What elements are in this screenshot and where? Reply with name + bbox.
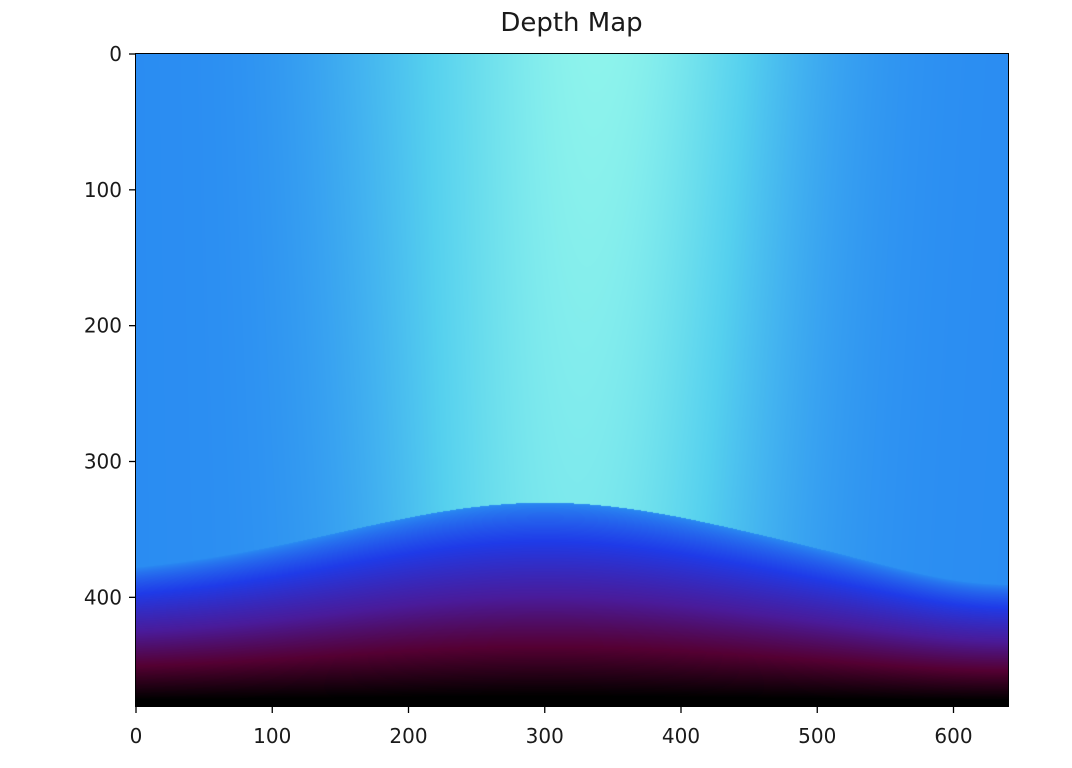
x-tick-label: 0 (130, 724, 143, 748)
y-tick-label: 400 (84, 585, 122, 609)
plot-area (136, 54, 1008, 706)
x-tick-label: 200 (389, 724, 427, 748)
y-tick-label: 0 (109, 42, 122, 66)
y-tick-label: 200 (84, 314, 122, 338)
x-tick-label: 600 (934, 724, 972, 748)
x-tick-label: 300 (526, 724, 564, 748)
chart-title: Depth Map (500, 8, 643, 38)
depth-heatmap (136, 54, 1008, 706)
y-tick-label: 300 (84, 450, 122, 474)
x-tick-label: 400 (662, 724, 700, 748)
x-tick-label: 500 (798, 724, 836, 748)
y-tick-label: 100 (84, 178, 122, 202)
x-tick-label: 100 (253, 724, 291, 748)
